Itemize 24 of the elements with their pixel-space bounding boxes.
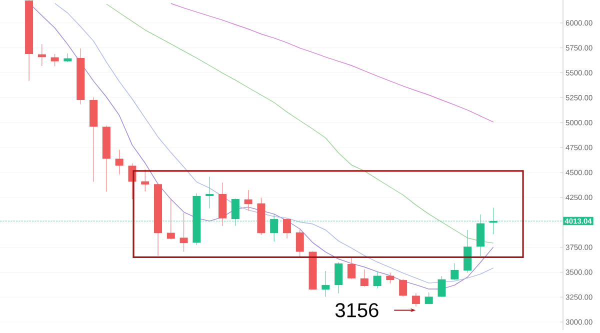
candlestick	[424, 292, 433, 305]
candlestick	[38, 44, 46, 66]
candlestick	[244, 190, 252, 211]
candlestick	[334, 262, 343, 294]
candlestick	[438, 276, 446, 298]
candlestick	[347, 256, 356, 280]
candlestick	[141, 169, 150, 192]
candlestick	[282, 218, 291, 239]
candlestick	[50, 54, 59, 67]
candlestick	[373, 271, 382, 289]
candlestick	[386, 272, 394, 284]
candlestick	[206, 176, 214, 209]
candlestick	[464, 230, 472, 274]
candlestick	[412, 293, 420, 307]
candlestick	[166, 198, 175, 240]
candlestick	[322, 270, 330, 297]
candlestick	[450, 263, 459, 280]
line-series	[170, 3, 494, 122]
candlestick	[180, 212, 188, 252]
candlestick	[360, 269, 368, 287]
candlestick	[399, 278, 408, 297]
candlestick	[115, 149, 124, 175]
candlestick	[296, 229, 304, 258]
annotation: 3156	[335, 303, 378, 318]
